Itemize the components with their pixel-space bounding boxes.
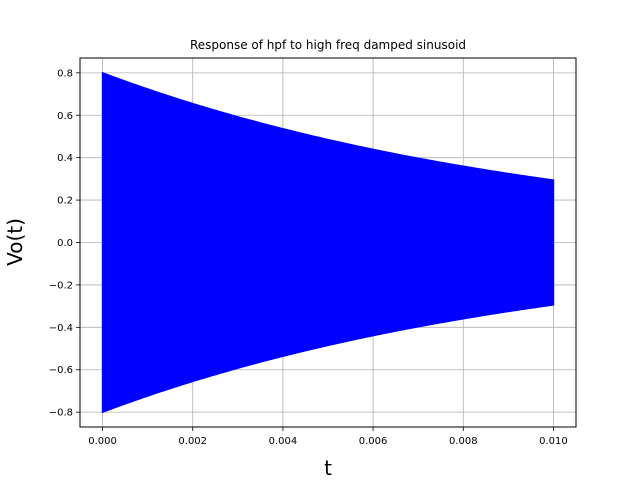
y-tick-label: −0.2 bbox=[49, 280, 73, 291]
x-tick-label: 0.006 bbox=[359, 436, 388, 447]
x-tick-label: 0.002 bbox=[178, 436, 207, 447]
x-axis-label: t bbox=[324, 456, 332, 480]
y-axis-label: Vo(t) bbox=[3, 218, 27, 266]
y-axis: −0.8 −0.6 −0.4 −0.2 0.0 0.2 0.4 0.6 0.8 bbox=[49, 68, 80, 419]
y-tick-label: −0.6 bbox=[49, 365, 73, 376]
y-tick-label: 0.2 bbox=[57, 196, 73, 207]
x-tick-label: 0.000 bbox=[88, 436, 117, 447]
y-tick-label: −0.8 bbox=[49, 408, 73, 419]
chart-title: Response of hpf to high freq damped sinu… bbox=[190, 38, 466, 52]
y-tick-label: −0.4 bbox=[49, 323, 73, 334]
y-tick-label: 0.4 bbox=[57, 153, 73, 164]
series-vo-signal bbox=[101, 71, 555, 414]
x-tick-label: 0.008 bbox=[449, 436, 478, 447]
x-tick-label: 0.010 bbox=[539, 436, 568, 447]
x-axis: 0.000 0.002 0.004 0.006 0.008 0.010 bbox=[88, 427, 568, 447]
y-tick-label: 0.6 bbox=[57, 111, 73, 122]
x-tick-label: 0.004 bbox=[269, 436, 298, 447]
y-tick-label: 0.0 bbox=[57, 238, 73, 249]
y-tick-label: 0.8 bbox=[57, 68, 73, 79]
